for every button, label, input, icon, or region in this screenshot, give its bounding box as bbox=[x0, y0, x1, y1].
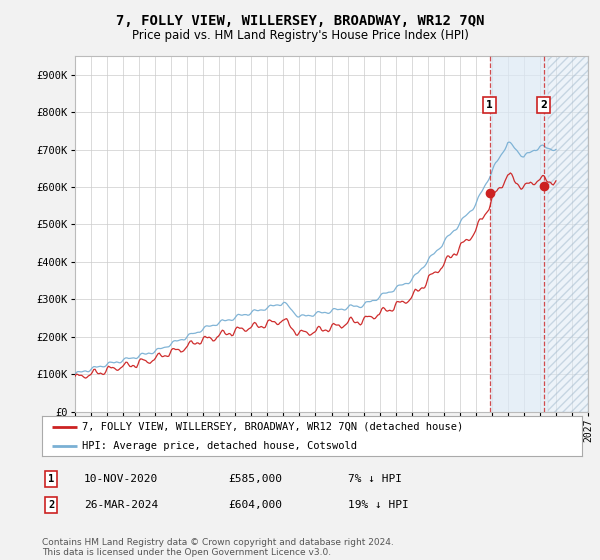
Text: 1: 1 bbox=[486, 100, 493, 110]
Text: 2: 2 bbox=[540, 100, 547, 110]
Text: £585,000: £585,000 bbox=[228, 474, 282, 484]
Text: HPI: Average price, detached house, Cotswold: HPI: Average price, detached house, Cots… bbox=[83, 441, 358, 450]
Text: £604,000: £604,000 bbox=[228, 500, 282, 510]
Text: 19% ↓ HPI: 19% ↓ HPI bbox=[348, 500, 409, 510]
Text: 7% ↓ HPI: 7% ↓ HPI bbox=[348, 474, 402, 484]
Bar bbox=[490, 56, 548, 412]
Text: Price paid vs. HM Land Registry's House Price Index (HPI): Price paid vs. HM Land Registry's House … bbox=[131, 29, 469, 42]
Text: 7, FOLLY VIEW, WILLERSEY, BROADWAY, WR12 7QN: 7, FOLLY VIEW, WILLERSEY, BROADWAY, WR12… bbox=[116, 14, 484, 28]
Text: 10-NOV-2020: 10-NOV-2020 bbox=[84, 474, 158, 484]
Text: 7, FOLLY VIEW, WILLERSEY, BROADWAY, WR12 7QN (detached house): 7, FOLLY VIEW, WILLERSEY, BROADWAY, WR12… bbox=[83, 422, 464, 432]
Text: 2: 2 bbox=[48, 500, 54, 510]
Bar bbox=[548, 56, 588, 412]
Text: 26-MAR-2024: 26-MAR-2024 bbox=[84, 500, 158, 510]
Text: Contains HM Land Registry data © Crown copyright and database right 2024.
This d: Contains HM Land Registry data © Crown c… bbox=[42, 538, 394, 557]
Text: 1: 1 bbox=[48, 474, 54, 484]
